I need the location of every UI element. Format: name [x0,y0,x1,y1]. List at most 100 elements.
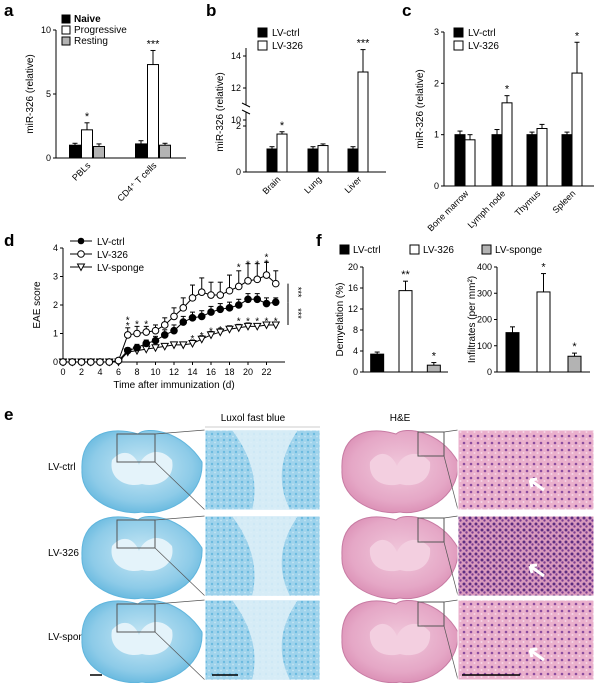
he-grey-matter-0 [369,453,431,486]
panel-label-d: d [4,231,14,250]
a-legend-label-2: Resting [74,36,108,47]
f-right-y-label: Infiltrates (per mm²) [467,276,478,363]
a-bar-1-1 [147,64,159,159]
he-zoom-line-bottom-1 [443,541,459,597]
d-series-line-1 [63,274,277,363]
b-y-label: miR-326 (relative) [215,72,226,151]
he-zoom-1 [457,515,595,597]
f-left-bar-0 [370,353,385,373]
lfb-grey-matter-0 [111,451,173,485]
a-legend-swatch-2 [61,36,71,46]
d-point-1-22 [262,271,271,279]
d-y-label: EAE score [32,281,43,329]
row-label-2: LV-sponge [48,632,96,643]
f-legend-swatch-1 [409,244,420,255]
f-left-y-tick-label: 20 [348,262,358,272]
d-legend-marker-1 [77,250,85,258]
c-bar-0-0 [454,134,466,187]
a-bar-1-0 [135,143,147,159]
d-annotation: * [274,317,278,328]
d-annotation: * [126,321,130,332]
b-bar-1-0 [307,148,319,173]
d-x-tick-label: 0 [60,367,65,377]
b-x-tick-label-1: Lung [302,174,323,195]
d-point-2-14 [188,339,197,349]
b-y-tick-label: 14 [231,51,241,61]
d-point-1-9 [142,328,151,336]
a-bar-1-2 [159,144,171,159]
b-x-tick-label-0: Brain [260,174,282,196]
d-annotation: * [126,315,130,326]
lfb-inset-box-1 [116,519,156,549]
d-point-1-2 [77,358,86,366]
f-left-y-tick-label: 0 [353,367,358,377]
f-right-annotation: * [541,262,546,274]
d-x-tick-label: 20 [243,367,253,377]
f-right-y-tick-label: 0 [487,367,492,377]
d-series-line-0 [63,298,276,363]
f-left-y-label: Demyelation (%) [335,283,346,357]
a-bar-0-0 [69,144,81,159]
a-y-tick-label: 0 [46,153,51,163]
d-point-2-22 [262,321,271,330]
d-point-1-8 [133,329,141,338]
a-annotation: * [85,111,90,123]
a-y-tick-label: 5 [46,89,51,99]
f-legend-label-2: LV-sponge [495,245,543,256]
d-point-0-8 [133,343,141,352]
b-y-tick-label: 12 [231,83,241,93]
lfb-zoom-line-bottom-2 [154,631,206,681]
d-point-0-12 [170,326,178,335]
b-y-tick-label: 0 [236,167,241,177]
f-legend-label-0: LV-ctrl [353,245,381,256]
lfb-grey-matter-2 [111,621,173,655]
d-point-1-10 [151,326,160,335]
f-right-y-tick-label: 100 [477,341,492,351]
he-grey-matter-1 [369,539,431,572]
he-zoom-2 [457,599,595,681]
he-zoom-0 [457,429,595,511]
a-y-label: miR-326 (relative) [25,54,36,133]
b-bar-0-1 [276,133,288,173]
d-point-1-16 [207,291,215,299]
he-inset-box-2 [417,601,445,627]
d-point-1-1 [68,358,77,366]
c-legend-swatch-1 [453,40,464,51]
panel-label-a: a [4,1,14,20]
panel-label-c: c [402,1,411,20]
d-point-0-19 [234,301,243,309]
b-bar-1-1 [317,145,329,173]
d-point-2-16 [206,331,216,340]
c-bar-3-1 [571,72,583,187]
a-legend-label-0: Naive [74,14,101,25]
d-point-1-23 [271,279,280,288]
d-y-tick-label: 3 [53,272,58,282]
d-point-1-14 [188,294,197,302]
d-annotation: * [265,253,269,264]
f-legend-label-1: LV-326 [423,245,454,256]
b-legend-label-0: LV-ctrl [272,28,300,39]
d-point-1-7 [123,331,132,339]
lfb-inset-box-0 [116,433,156,463]
f-left-bar-2 [426,364,441,373]
d-point-1-13 [179,304,188,312]
lfb-title: Luxol fast blue [221,413,286,424]
d-point-1-19 [234,282,243,291]
d-point-0-20 [244,295,252,304]
f-right-y-tick-label: 200 [477,315,492,325]
d-bracket-label-1: *** [293,308,303,319]
f-legend-swatch-2 [481,244,492,255]
d-point-2-21 [252,322,262,331]
d-point-1-21 [253,275,262,284]
d-point-0-21 [253,295,262,304]
d-annotation: * [135,320,139,331]
f-legend-swatch-0 [339,244,350,255]
c-legend-label-0: LV-ctrl [468,28,496,39]
d-y-tick-label: 2 [53,300,58,310]
b-legend-swatch-1 [257,40,268,51]
he-zoom-line-bottom-2 [443,625,459,681]
d-point-2-11 [160,342,170,351]
b-bar-2-1 [357,71,369,173]
d-point-0-9 [142,339,151,348]
